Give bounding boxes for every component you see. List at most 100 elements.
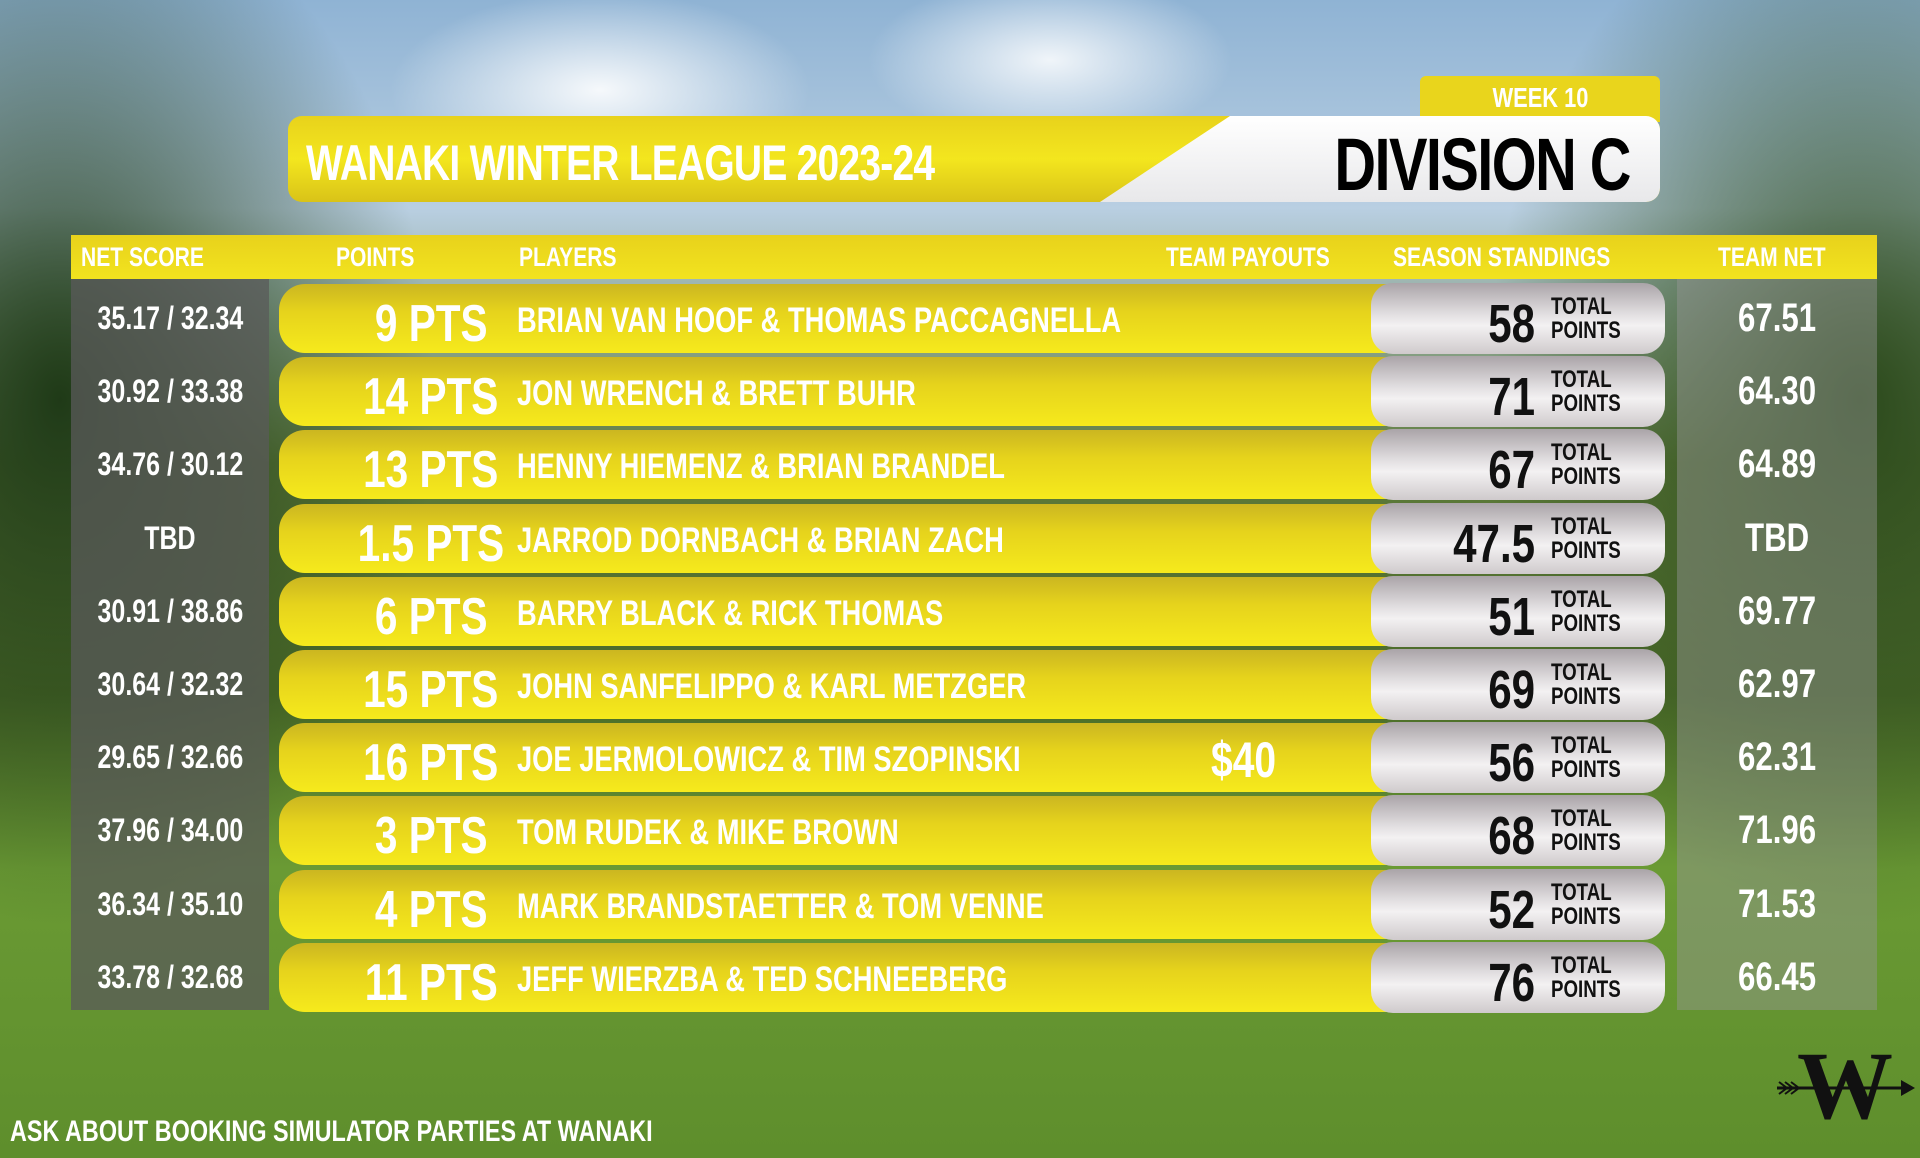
- players: JON WRENCH & BRETT BUHR: [517, 374, 916, 414]
- team-net: 62.97: [1737, 662, 1817, 706]
- players: JARROD DORNBACH & BRIAN ZACH: [517, 520, 1004, 560]
- points-bar: [279, 942, 1399, 1012]
- team-payout: $40: [1211, 732, 1277, 789]
- net-score: 29.65 / 32.66: [97, 739, 243, 776]
- total-points-label: TOTAL POINTS: [1551, 659, 1621, 710]
- footer-text: ASK ABOUT BOOKING SIMULATOR PARTIES AT W…: [10, 1115, 653, 1148]
- season-standing: 56 TOTAL POINTS: [1371, 722, 1665, 794]
- table-row: 34.76 / 30.12 13 PTS HENNY HIEMENZ & BRI…: [71, 428, 1877, 501]
- team-net: 66.45: [1737, 954, 1817, 999]
- points-value: 1.5 PTS: [357, 514, 505, 573]
- points-value: 15 PTS: [363, 661, 499, 719]
- team-net: 69.77: [1737, 588, 1817, 633]
- total-points-value: 67: [1488, 440, 1535, 501]
- total-points-label: TOTAL POINTS: [1551, 512, 1621, 564]
- season-standing: 67 TOTAL POINTS: [1371, 429, 1665, 501]
- points-value: 9 PTS: [374, 295, 488, 353]
- points-value: 14 PTS: [363, 368, 499, 427]
- table-row: 30.91 / 38.86 6 PTS BARRY BLACK & RICK T…: [71, 575, 1877, 648]
- col-players: PLAYERS: [519, 242, 617, 272]
- col-points: POINTS: [336, 242, 415, 272]
- team-net: 62.31: [1737, 735, 1817, 780]
- points-bar: [279, 723, 1399, 793]
- points-bar: [279, 503, 1399, 573]
- points-bar: [279, 430, 1399, 500]
- week-label: WEEK 10: [1492, 82, 1588, 113]
- team-net: 67.51: [1737, 296, 1817, 340]
- players: HENNY HIEMENZ & BRIAN BRANDEL: [517, 447, 1005, 487]
- col-net-score: NET SCORE: [81, 242, 204, 272]
- points-value: 3 PTS: [374, 807, 488, 866]
- total-points-label: TOTAL POINTS: [1551, 805, 1621, 857]
- net-score: 36.34 / 35.10: [97, 885, 243, 922]
- team-net-column-bg: [1677, 279, 1877, 1010]
- players: BARRY BLACK & RICK THOMAS: [517, 593, 944, 633]
- total-points-label: TOTAL POINTS: [1551, 878, 1621, 930]
- table-row: TBD 1.5 PTS JARROD DORNBACH & BRIAN ZACH…: [71, 502, 1877, 575]
- points-value: 13 PTS: [363, 441, 499, 500]
- points-bar: [279, 650, 1399, 719]
- net-score: 30.92 / 33.38: [97, 373, 243, 410]
- points-value: 16 PTS: [363, 734, 499, 793]
- total-points-value: 56: [1488, 733, 1535, 794]
- net-score: 30.91 / 38.86: [97, 592, 243, 629]
- points-value: 4 PTS: [374, 880, 488, 939]
- season-standing: 76 TOTAL POINTS: [1371, 941, 1665, 1013]
- players: JOE JERMOLOWICZ & TIM SZOPINSKI: [517, 740, 1021, 780]
- col-team-net: TEAM NET: [1718, 242, 1826, 272]
- total-points-value: 71: [1488, 367, 1535, 428]
- points-bar: [279, 869, 1399, 939]
- team-net: 71.53: [1737, 881, 1817, 926]
- total-points-label: TOTAL POINTS: [1551, 585, 1621, 637]
- season-standing: 52 TOTAL POINTS: [1371, 868, 1665, 940]
- season-standing: 51 TOTAL POINTS: [1371, 575, 1665, 647]
- points-bar: [279, 576, 1399, 646]
- points-value: 6 PTS: [374, 587, 488, 646]
- net-score: 30.64 / 32.32: [97, 666, 243, 702]
- total-points-value: 58: [1488, 294, 1535, 354]
- col-team-payouts: TEAM PAYOUTS: [1166, 242, 1330, 272]
- col-season-standings: SEASON STANDINGS: [1393, 242, 1611, 272]
- total-points-value: 69: [1488, 660, 1535, 720]
- total-points-value: 47.5: [1453, 513, 1535, 574]
- table-row: 37.96 / 34.00 3 PTS TOM RUDEK & MIKE BRO…: [71, 794, 1877, 867]
- season-standing: 71 TOTAL POINTS: [1371, 356, 1665, 428]
- points-bar: [279, 796, 1399, 866]
- week-tab: WEEK 10: [1420, 76, 1660, 122]
- season-standing: 69 TOTAL POINTS: [1371, 649, 1665, 720]
- players: BRIAN VAN HOOF & THOMAS PACCAGNELLA: [517, 301, 1122, 340]
- total-points-value: 76: [1488, 952, 1535, 1013]
- season-standing: 68 TOTAL POINTS: [1371, 795, 1665, 867]
- svg-text:W: W: [1797, 1040, 1893, 1125]
- net-score: 33.78 / 32.68: [97, 958, 243, 995]
- season-standing: 58 TOTAL POINTS: [1371, 283, 1665, 354]
- table-row: 30.92 / 33.38 14 PTS JON WRENCH & BRETT …: [71, 355, 1877, 428]
- team-net: TBD: [1744, 515, 1810, 560]
- total-points-value: 51: [1488, 586, 1535, 647]
- division-title: DIVISION C: [1334, 123, 1632, 202]
- table-row: 35.17 / 32.34 9 PTS BRIAN VAN HOOF & THO…: [71, 282, 1877, 355]
- points-value: 11 PTS: [364, 953, 498, 1012]
- net-score-column-bg: [71, 279, 269, 1010]
- players: JOHN SANFELIPPO & KARL METZGER: [517, 667, 1027, 706]
- table-header: NET SCORE POINTS PLAYERS TEAM PAYOUTS SE…: [71, 235, 1877, 279]
- points-bar: [279, 357, 1399, 427]
- team-net: 64.89: [1737, 442, 1817, 487]
- total-points-label: TOTAL POINTS: [1551, 293, 1621, 344]
- net-score: 37.96 / 34.00: [97, 812, 243, 849]
- total-points-label: TOTAL POINTS: [1551, 732, 1621, 784]
- table-row: 36.34 / 35.10 4 PTS MARK BRANDSTAETTER &…: [71, 868, 1877, 941]
- table-row: 33.78 / 32.68 11 PTS JEFF WIERZBA & TED …: [71, 941, 1877, 1014]
- total-points-value: 68: [1488, 806, 1535, 867]
- players: TOM RUDEK & MIKE BROWN: [517, 813, 899, 853]
- total-points-value: 52: [1488, 879, 1535, 940]
- net-score: 34.76 / 30.12: [97, 446, 243, 483]
- total-points-label: TOTAL POINTS: [1551, 366, 1621, 418]
- table-row: 30.64 / 32.32 15 PTS JOHN SANFELIPPO & K…: [71, 648, 1877, 721]
- team-net: 71.96: [1737, 808, 1817, 853]
- total-points-label: TOTAL POINTS: [1551, 439, 1621, 491]
- players: MARK BRANDSTAETTER & TOM VENNE: [517, 886, 1044, 926]
- players: JEFF WIERZBA & TED SCHNEEBERG: [517, 959, 1008, 999]
- total-points-label: TOTAL POINTS: [1551, 951, 1621, 1003]
- league-title: WANAKI WINTER LEAGUE 2023-24: [306, 135, 935, 191]
